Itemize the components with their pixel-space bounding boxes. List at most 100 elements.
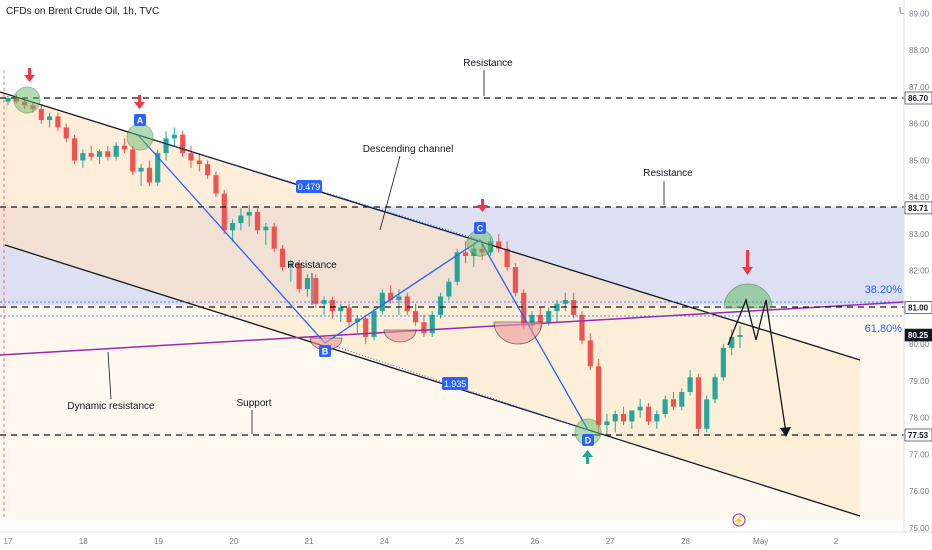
candle [712, 373, 718, 404]
x-tick-label: 27 [606, 537, 615, 546]
candle [338, 303, 344, 323]
candle [695, 373, 701, 437]
y-tick-label: 76.00 [909, 487, 930, 496]
svg-text:81.00: 81.00 [908, 303, 929, 312]
annotation-dynamic-resistance: Dynamic resistance [67, 401, 155, 412]
ratio-label-bd: 1.935 [442, 377, 468, 390]
y-tick-label: 87.00 [909, 83, 930, 92]
y-tick-label: 82.00 [909, 267, 930, 276]
red-arrow-down [134, 95, 145, 109]
candle [379, 289, 385, 315]
candle [288, 259, 294, 282]
candle [230, 219, 236, 242]
candle [604, 414, 610, 437]
y-tick-label: 83.00 [909, 230, 930, 239]
annotation-pointer [379, 155, 401, 231]
candle [213, 171, 219, 198]
candle [105, 145, 111, 161]
x-axis-ticks[interactable]: 17 18 19 20 21 24 25 26 27 28 May 2 [4, 537, 839, 546]
candle [687, 369, 693, 396]
channel-fill [0, 92, 860, 515]
candle [363, 314, 369, 345]
y-tick-label: 89.00 [909, 9, 930, 18]
y-axis-panel[interactable] [904, 0, 932, 550]
candle [80, 149, 86, 168]
candle [346, 303, 352, 326]
highlight-circle [13, 86, 41, 114]
price-label: 81.00 [904, 301, 932, 314]
annotation-resistance-right: Resistance [643, 168, 693, 179]
x-tick-label: 24 [380, 537, 389, 546]
candle [579, 311, 585, 345]
annotation-descending-channel: Descending channel [363, 144, 454, 155]
candle [437, 292, 444, 319]
x-tick-label: 2 [834, 537, 839, 546]
lightning-glyph: ⚡ [733, 515, 744, 527]
svg-text:0.479: 0.479 [298, 182, 321, 192]
candle [388, 285, 394, 304]
annotation-pointer [107, 351, 112, 400]
candle [645, 403, 652, 426]
dynamic-resistance-line [0, 301, 905, 356]
candle [71, 134, 78, 165]
candle [263, 222, 269, 246]
y-tick-label: 86.00 [909, 120, 930, 129]
candle [662, 395, 668, 418]
candle [729, 329, 735, 356]
y-tick-label: 75.00 [909, 524, 930, 533]
svg-text:80.25: 80.25 [908, 331, 929, 340]
candle [138, 164, 144, 187]
candle [629, 410, 635, 429]
lightning-icon[interactable] [732, 513, 746, 527]
resistance-dome [723, 283, 773, 309]
candle [720, 344, 726, 381]
point-a-label: A [134, 114, 146, 126]
x-tick-label: 19 [154, 537, 163, 546]
x-tick-label: 21 [305, 537, 314, 546]
candle [404, 292, 410, 315]
candle [504, 241, 510, 271]
candles-layer [5, 94, 743, 437]
candle [188, 145, 194, 168]
candle [155, 149, 161, 187]
candle [670, 392, 677, 411]
candle [271, 222, 277, 253]
candle [5, 96, 11, 106]
candle [47, 112, 53, 128]
support-bump [383, 329, 417, 343]
channel-lower-line [4, 244, 861, 517]
x-tick-label: 28 [681, 537, 690, 546]
candle [612, 410, 618, 433]
point-d-label: D [582, 434, 594, 446]
annotation-resistance-top: Resistance [463, 58, 513, 69]
svg-text:C: C [477, 224, 484, 234]
y-axis-ticks: 89.00 88.00 87.00 86.00 85.00 84.00 83.00 82.00… [909, 9, 930, 533]
chart-title: CFDs on Brent Crude Oil, 1h, TVC [6, 6, 160, 17]
y-tick-label: 85.00 [909, 156, 930, 165]
green-arrow-up [582, 450, 593, 464]
red-arrow-down [477, 199, 488, 212]
x-tick-label: 18 [79, 537, 88, 546]
candle [413, 303, 419, 326]
svg-text:86.70: 86.70 [908, 94, 929, 103]
svg-text:77.53: 77.53 [908, 431, 929, 440]
x-tick-label: 20 [229, 537, 238, 546]
y-tick-label: 88.00 [909, 46, 930, 55]
candle [63, 123, 69, 143]
price-labels: 86.70 83.71 81.00 80.25 77.53 [904, 91, 932, 442]
candle [620, 406, 627, 426]
candle [512, 263, 518, 297]
candle [163, 131, 169, 161]
candle [679, 388, 685, 411]
candle [421, 314, 427, 337]
x-tick-label: 26 [530, 537, 539, 546]
candle [196, 153, 202, 172]
candle [121, 138, 128, 154]
price-label: 86.70 [904, 91, 932, 105]
candle [130, 145, 136, 176]
candle [554, 300, 560, 323]
red-arrow-down [742, 250, 753, 275]
point-b-label: B [319, 345, 331, 357]
annotation-resistance-mid: Resistance [287, 260, 337, 271]
